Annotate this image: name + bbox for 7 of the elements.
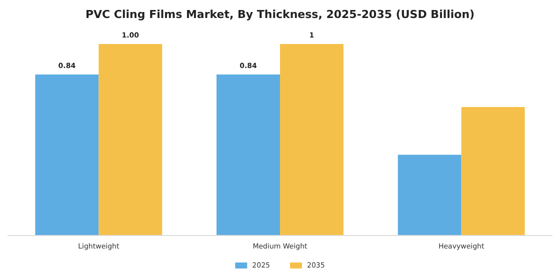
- chart-title: PVC Cling Films Market, By Thickness, 2025-2035 (USD Billion): [85, 8, 475, 21]
- bar: [35, 74, 99, 235]
- bar: [398, 154, 462, 235]
- bar: [98, 44, 162, 235]
- bar: [461, 107, 525, 235]
- bar: [280, 44, 344, 235]
- bar: [216, 74, 280, 235]
